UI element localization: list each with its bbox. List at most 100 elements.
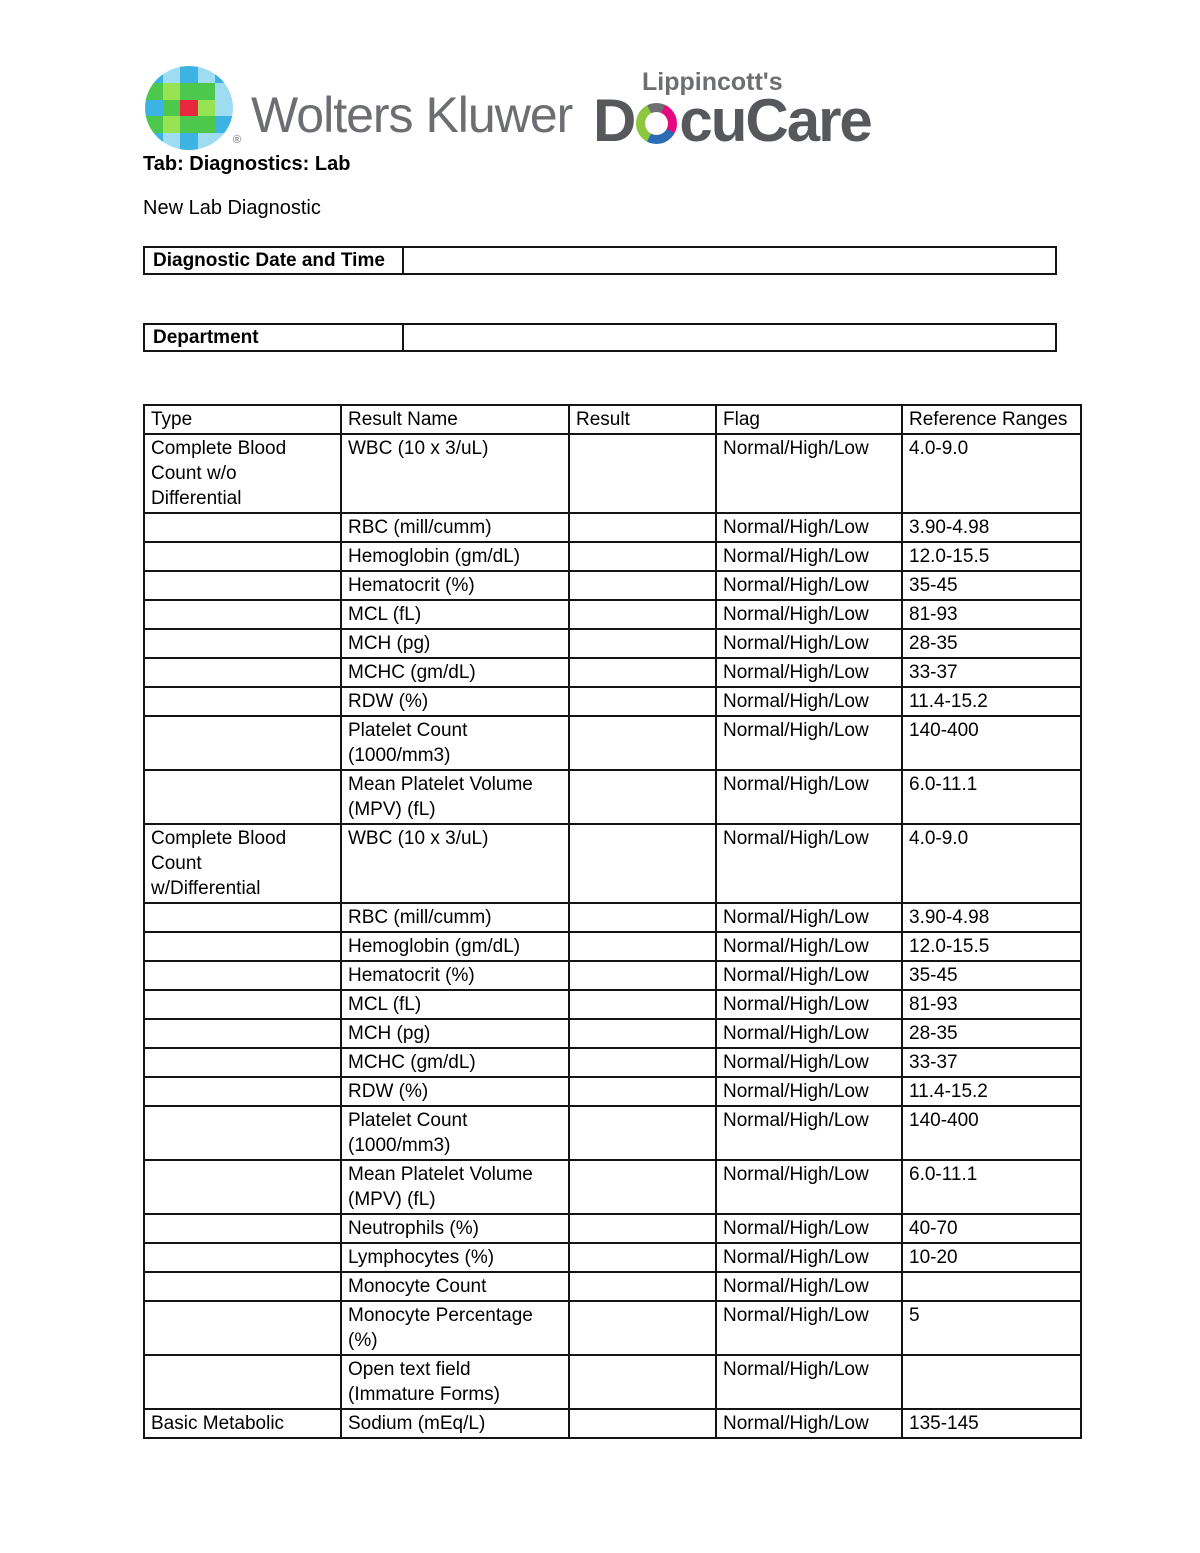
cell-result-name: MCL (fL)	[340, 599, 570, 630]
cell-result[interactable]	[568, 1271, 717, 1302]
cell-result[interactable]	[568, 599, 717, 630]
field-diagnostic-date-time: Diagnostic Date and Time	[143, 246, 1057, 275]
table-row: Mean Platelet Volume (MPV) (fL) Normal/Hi…	[143, 769, 1082, 825]
cell-flag[interactable]: Normal/High/Low	[715, 823, 903, 904]
cell-result[interactable]	[568, 1408, 717, 1439]
cell-result[interactable]	[568, 902, 717, 933]
cell-flag[interactable]: Normal/High/Low	[715, 1018, 903, 1049]
table-row: Monocyte Count Normal/High/Low	[143, 1271, 1082, 1302]
cell-result[interactable]	[568, 1159, 717, 1215]
registered-trademark-icon: ®	[233, 134, 242, 146]
cell-flag[interactable]: Normal/High/Low	[715, 541, 903, 572]
cell-flag[interactable]: Normal/High/Low	[715, 657, 903, 688]
cell-type	[143, 931, 342, 962]
cell-result[interactable]	[568, 931, 717, 962]
cell-result[interactable]	[568, 512, 717, 543]
department-input[interactable]	[404, 325, 1055, 350]
cell-flag[interactable]: Normal/High/Low	[715, 1047, 903, 1078]
cell-type	[143, 1271, 342, 1302]
cell-result-name: Open text field (Immature Forms)	[340, 1354, 570, 1410]
cell-flag[interactable]: Normal/High/Low	[715, 902, 903, 933]
cell-result-name: MCH (pg)	[340, 628, 570, 659]
cell-flag[interactable]: Normal/High/Low	[715, 1408, 903, 1439]
cell-result[interactable]	[568, 657, 717, 688]
cell-flag[interactable]: Normal/High/Low	[715, 433, 903, 514]
cell-flag[interactable]: Normal/High/Low	[715, 1076, 903, 1107]
cell-type	[143, 1047, 342, 1078]
cell-result-name: WBC (10 x 3/uL)	[340, 433, 570, 514]
cell-type	[143, 657, 342, 688]
cell-flag[interactable]: Normal/High/Low	[715, 715, 903, 771]
cell-type	[143, 599, 342, 630]
cell-result[interactable]	[568, 686, 717, 717]
cell-reference-range: 12.0-15.5	[901, 541, 1082, 572]
cell-result[interactable]	[568, 1018, 717, 1049]
cell-type	[143, 1300, 342, 1356]
cell-reference-range: 5	[901, 1300, 1082, 1356]
cell-result[interactable]	[568, 1354, 717, 1410]
table-row: RDW (%) Normal/High/Low 11.4-15.2	[143, 1076, 1082, 1107]
cell-flag[interactable]: Normal/High/Low	[715, 599, 903, 630]
cell-type	[143, 1213, 342, 1244]
cell-flag[interactable]: Normal/High/Low	[715, 1213, 903, 1244]
cell-result[interactable]	[568, 1047, 717, 1078]
cell-result-name: RDW (%)	[340, 686, 570, 717]
cell-flag[interactable]: Normal/High/Low	[715, 512, 903, 543]
cell-type	[143, 902, 342, 933]
cell-result[interactable]	[568, 433, 717, 514]
table-row: Hematocrit (%) Normal/High/Low 35-45	[143, 570, 1082, 601]
cell-flag[interactable]: Normal/High/Low	[715, 1105, 903, 1161]
docucare-o-hole	[645, 112, 669, 135]
cell-result[interactable]	[568, 960, 717, 991]
cell-flag[interactable]: Normal/High/Low	[715, 1159, 903, 1215]
table-row: Complete Blood Count w/Differential WBC (…	[143, 823, 1082, 904]
table-row: MCL (fL) Normal/High/Low 81-93	[143, 989, 1082, 1020]
cell-flag[interactable]: Normal/High/Low	[715, 1300, 903, 1356]
docucare-o-ring-icon	[636, 103, 678, 144]
cell-type	[143, 541, 342, 572]
cell-type	[143, 512, 342, 543]
tab-breadcrumb: Tab: Diagnostics: Lab	[143, 153, 351, 175]
cell-result[interactable]	[568, 1213, 717, 1244]
table-row: Mean Platelet Volume (MPV) (fL) Normal/Hi…	[143, 1159, 1082, 1215]
table-row: Open text field (Immature Forms) Normal/H…	[143, 1354, 1082, 1410]
cell-result[interactable]	[568, 1242, 717, 1273]
cell-result[interactable]	[568, 989, 717, 1020]
cell-flag[interactable]: Normal/High/Low	[715, 1242, 903, 1273]
cell-result[interactable]	[568, 715, 717, 771]
cell-flag[interactable]: Normal/High/Low	[715, 769, 903, 825]
cell-reference-range: 33-37	[901, 1047, 1082, 1078]
cell-flag[interactable]: Normal/High/Low	[715, 686, 903, 717]
cell-result[interactable]	[568, 1105, 717, 1161]
cell-type	[143, 628, 342, 659]
wolters-kluwer-globe-icon	[145, 66, 233, 150]
cell-flag[interactable]: Normal/High/Low	[715, 628, 903, 659]
cell-reference-range: 11.4-15.2	[901, 686, 1082, 717]
cell-result[interactable]	[568, 823, 717, 904]
cell-flag[interactable]: Normal/High/Low	[715, 1354, 903, 1410]
cell-reference-range: 35-45	[901, 960, 1082, 991]
cell-flag[interactable]: Normal/High/Low	[715, 960, 903, 991]
column-header-flag: Flag	[715, 404, 903, 435]
cell-result[interactable]	[568, 1300, 717, 1356]
column-header-result-name: Result Name	[340, 404, 570, 435]
cell-flag[interactable]: Normal/High/Low	[715, 1271, 903, 1302]
table-row: Hematocrit (%) Normal/High/Low 35-45	[143, 960, 1082, 991]
cell-result[interactable]	[568, 1076, 717, 1107]
cell-reference-range: 81-93	[901, 989, 1082, 1020]
cell-result[interactable]	[568, 541, 717, 572]
cell-flag[interactable]: Normal/High/Low	[715, 570, 903, 601]
cell-result-name: Monocyte Percentage (%)	[340, 1300, 570, 1356]
cell-result[interactable]	[568, 769, 717, 825]
cell-flag[interactable]: Normal/High/Low	[715, 989, 903, 1020]
cell-flag[interactable]: Normal/High/Low	[715, 931, 903, 962]
table-row: Basic Metabolic Sodium (mEq/L) Normal/High…	[143, 1408, 1082, 1439]
cell-result-name: MCHC (gm/dL)	[340, 1047, 570, 1078]
diagnostic-date-time-input[interactable]	[404, 248, 1055, 273]
cell-result-name: RBC (mill/cumm)	[340, 512, 570, 543]
cell-result-name: Monocyte Count	[340, 1271, 570, 1302]
cell-result[interactable]	[568, 628, 717, 659]
cell-result[interactable]	[568, 570, 717, 601]
lab-results-table: Type Result Name Result Flag Reference R…	[143, 404, 1082, 1439]
table-row: MCH (pg) Normal/High/Low 28-35	[143, 628, 1082, 659]
